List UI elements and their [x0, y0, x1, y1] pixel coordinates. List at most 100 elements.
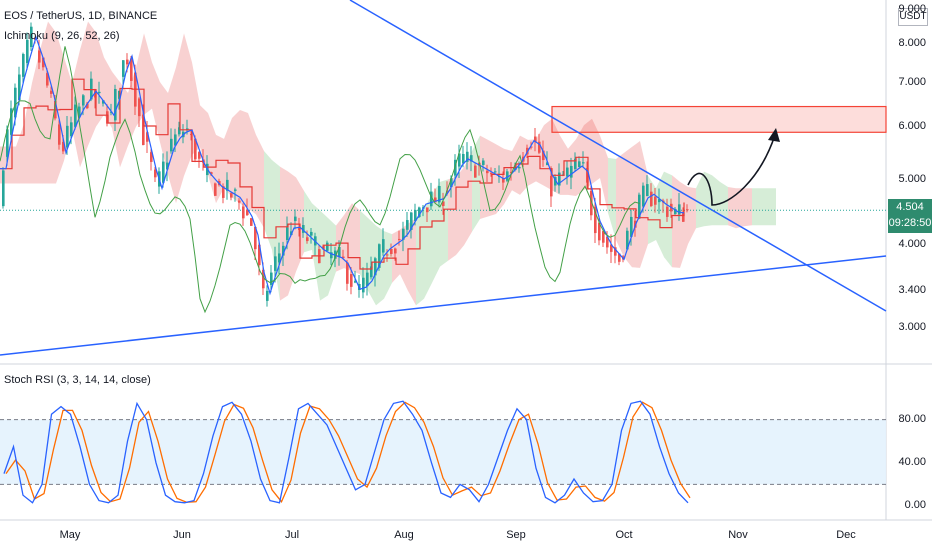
ichimoku-cloud-segment: [248, 113, 256, 215]
ichimoku-cloud-segment: [360, 210, 368, 291]
candle-body: [174, 134, 177, 146]
candle-body: [130, 58, 133, 81]
candle-body: [286, 227, 289, 240]
candle-body: [450, 178, 453, 188]
ichimoku-cloud-segment: [184, 33, 192, 176]
ichimoku-cloud-segment: [312, 203, 320, 301]
candle-body: [374, 258, 377, 276]
candle-body: [70, 122, 73, 137]
ichimoku-cloud-segment: [224, 117, 232, 198]
candle-body: [454, 159, 457, 176]
time-axis-label: Aug: [394, 529, 414, 541]
candle-body: [106, 111, 109, 124]
last-price-value: 4.504: [896, 201, 924, 213]
ichimoku-cloud-segment: [96, 32, 104, 127]
candle-body: [274, 256, 277, 271]
ichimoku-cloud-segment: [536, 125, 544, 186]
ichimoku-cloud-segment: [544, 118, 552, 191]
ichimoku-cloud-segment: [352, 203, 360, 275]
candle-body: [282, 245, 285, 256]
candle-body: [242, 206, 245, 219]
ichimoku-cloud-segment: [192, 62, 200, 156]
candle-body: [586, 167, 589, 183]
candle-body: [406, 220, 409, 230]
ichimoku-cloud-segment: [240, 110, 248, 209]
candle-body: [682, 213, 685, 222]
ichimoku-cloud-segment: [40, 21, 48, 184]
ascending-trendline: [0, 255, 887, 356]
price-tick-label: 4.000: [898, 237, 926, 250]
ichimoku-cloud-segment: [760, 188, 768, 226]
candle-body: [594, 206, 597, 234]
descending-trendline: [349, 0, 887, 312]
candle-body: [22, 54, 25, 77]
candle-body: [458, 153, 461, 167]
ichimoku-cloud-segment: [768, 188, 776, 226]
ichimoku-cloud-segment: [712, 175, 720, 226]
candle-body: [474, 165, 477, 178]
candle-body: [74, 104, 77, 127]
candle-body: [678, 204, 681, 215]
currency-label[interactable]: USDT: [898, 8, 928, 26]
ichimoku-cloud-segment: [680, 181, 688, 268]
candle-body: [638, 194, 641, 219]
candle-body: [126, 59, 129, 65]
candle-body: [306, 237, 309, 242]
candle-body: [322, 246, 325, 248]
candle-body: [674, 208, 677, 214]
ichimoku-cloud-segment: [704, 171, 712, 227]
ichimoku-cloud-segment: [632, 141, 640, 268]
price-tick-label: 3.400: [898, 284, 926, 297]
candle-body: [258, 244, 261, 266]
candle-body: [426, 207, 429, 213]
candle-body: [170, 138, 173, 152]
time-axis-label: Dec: [836, 529, 856, 541]
stoch-rsi-band: [0, 419, 886, 485]
candle-body: [470, 155, 473, 162]
ichimoku-cloud-segment: [232, 110, 240, 204]
candle-body: [550, 175, 553, 197]
candle-body: [118, 90, 121, 99]
candle-body: [414, 209, 417, 221]
ichimoku-cloud-segment: [424, 194, 432, 299]
candle-body: [490, 173, 493, 175]
ichimoku-cloud-segment: [528, 139, 536, 186]
ichimoku-cloud-segment: [144, 33, 152, 115]
candle-body: [630, 216, 633, 237]
ichimoku-cloud-segment: [384, 231, 392, 299]
ichimoku-legend: Ichimoku (9, 26, 52, 26): [4, 30, 120, 42]
candle-body: [602, 231, 605, 243]
candle-body: [234, 189, 237, 191]
candle-body: [150, 152, 153, 162]
candle-body: [462, 153, 465, 164]
candle-body: [14, 87, 17, 118]
candle-body: [534, 136, 537, 142]
price-tick-label: 8.000: [898, 37, 926, 50]
candle-body: [418, 207, 421, 218]
candle-body: [66, 125, 69, 148]
stoch-rsi-legend: Stoch RSI (3, 3, 14, 14, close): [4, 374, 151, 386]
candle-body: [362, 277, 365, 293]
candle-body: [6, 129, 9, 157]
candle-body: [302, 225, 305, 233]
candle-body: [378, 244, 381, 268]
candle-body: [46, 73, 49, 86]
candle-body: [590, 190, 593, 216]
candle-body: [502, 178, 505, 183]
candle-body: [294, 216, 297, 222]
kijun-sen-line: [0, 78, 685, 270]
ichimoku-cloud-segment: [416, 208, 424, 306]
candle-body: [686, 209, 689, 211]
ichimoku-cloud-segment: [616, 152, 624, 258]
price-tick-label: 5.000: [898, 173, 926, 186]
candle-body: [50, 90, 53, 94]
candle-body: [650, 191, 653, 207]
candle-body: [198, 152, 201, 159]
ichimoku-cloud-segment: [656, 171, 664, 258]
rsi-tick-label: 0.00: [904, 499, 926, 511]
candle-body: [42, 57, 45, 68]
candle-body: [82, 95, 85, 106]
ichimoku-cloud-segment: [456, 167, 464, 256]
